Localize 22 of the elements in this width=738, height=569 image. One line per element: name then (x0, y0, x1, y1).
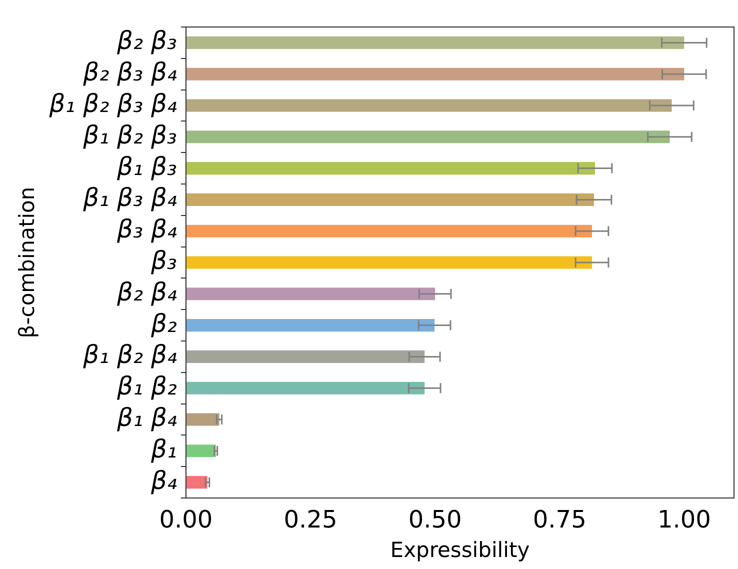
y-tick-label: β₁ β₃ β₄ (82, 183, 177, 212)
y-axis-title: β-combination (15, 186, 40, 338)
y-tick-label: β₁ β₂ β₄ (82, 340, 177, 370)
x-tick-label: 0.00 (159, 506, 213, 534)
x-tick-label: 1.00 (657, 506, 711, 534)
y-tick-label: β₁ β₃ (116, 152, 177, 181)
y-tick-label: β₁ β₄ (116, 403, 177, 432)
y-tick-label: β₁ β₂ β₃ (82, 120, 177, 150)
y-tick-label: β₂ (150, 308, 177, 338)
y-tick-label: β₂ β₃ β₄ (82, 58, 177, 87)
x-axis-title: Expressibility (390, 538, 530, 562)
x-tick-label: 0.75 (532, 506, 586, 534)
y-tick-label: β₁ β₂ (116, 372, 177, 401)
y-tick-label: β₃ (150, 246, 177, 275)
y-tick-label: β₄ (150, 466, 177, 495)
y-tick-label: β₁ β₂ β₃ β₄ (48, 89, 177, 118)
y-tick-label: β₂ β₄ (116, 277, 177, 306)
x-tick-label: 0.50 (408, 506, 462, 534)
x-tick-label: 0.25 (284, 506, 338, 534)
y-tick-label: β₂ β₃ (116, 26, 177, 56)
y-tick-label: β₁ (150, 434, 177, 464)
y-tick-label: β₃ β₄ (116, 214, 177, 244)
